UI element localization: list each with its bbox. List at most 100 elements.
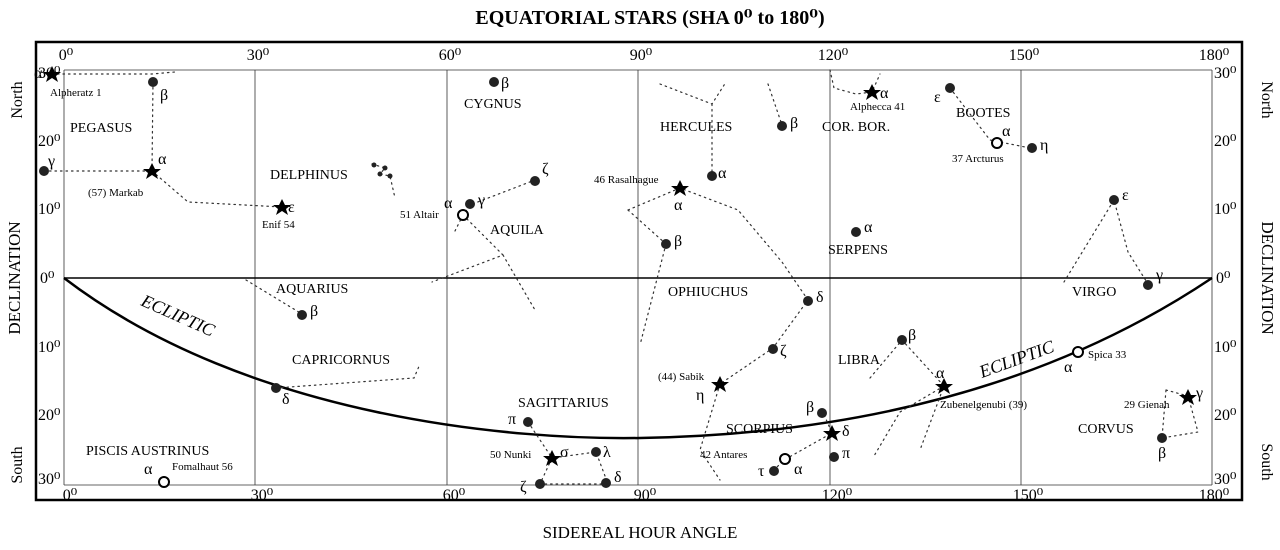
star-arcturus [991, 137, 1003, 149]
x-axis-label: SIDEREAL HOUR ANGLE [543, 523, 738, 542]
star-rasalhague [671, 180, 689, 196]
label-aquila: AQUILA [490, 223, 545, 238]
greek-sagittarius-lambda: λ [603, 444, 611, 461]
aquarius-line [245, 279, 303, 315]
star-scorpius-beta [817, 408, 827, 418]
north-label-right: North [1258, 81, 1275, 118]
star-pegasus-gamma [39, 166, 49, 176]
label-fomalhaut: Fomalhaut 56 [172, 461, 233, 473]
star-delphinus-3 [377, 171, 383, 177]
declination-label-left: DECLINATION [5, 221, 24, 334]
greek-antares: α [794, 461, 803, 478]
greek-nunki: σ [560, 444, 569, 461]
ophiuchus-line-left [627, 209, 667, 245]
star-enif [273, 199, 291, 215]
greek-ophiuchus-zeta: ζ [780, 343, 787, 360]
tick-top-150: 150⁰ [1009, 47, 1039, 64]
tick-bottom-60: 60⁰ [443, 487, 465, 504]
star-scorpius-tau [769, 466, 779, 476]
star-virgo-epsilon [1109, 195, 1119, 205]
star-spica [1072, 346, 1084, 358]
greek-aquarius-beta: β [310, 303, 318, 320]
greek-scorpius-beta: β [806, 399, 814, 416]
greek-scorpius-pi: π [842, 445, 850, 462]
greek-cygnus-beta: β [501, 75, 509, 92]
corvus-line [1161, 389, 1199, 439]
label-cygnus: CYGNUS [464, 97, 522, 112]
tick-top-30: 30⁰ [247, 47, 269, 64]
star-sagittarius-lambda [591, 447, 601, 457]
greek-pegasus-gamma: γ [47, 153, 55, 170]
chart-frame [34, 40, 1244, 502]
south-label-left: South [9, 446, 26, 483]
label-gienah: 29 Gienah [1124, 399, 1170, 411]
aquila-line-top [454, 179, 536, 232]
bottom-sha-ticks: 0⁰ 30⁰ 60⁰ 90⁰ 120⁰ 150⁰ 180⁰ [63, 487, 1229, 504]
star-ophiuchus-beta [661, 239, 671, 249]
tick-right-20s: 20⁰ [1214, 407, 1236, 424]
pegasus-line-enif [151, 170, 283, 208]
label-markab: (57) Markab [88, 187, 144, 199]
tick-bottom-180: 180⁰ [1199, 487, 1229, 504]
libra-line-2 [873, 385, 945, 457]
label-rasalhague: 46 Rasalhague [594, 174, 659, 186]
star-aquila-gamma [465, 199, 475, 209]
tick-right-30s: 30⁰ [1214, 471, 1236, 488]
scorpius-line-2 [773, 409, 833, 471]
left-dec-ticks: 30⁰ 20⁰ 10⁰ 0⁰ 10⁰ 20⁰ 30⁰ [38, 65, 60, 488]
pegasus-line-side [151, 81, 154, 171]
open-stars [158, 137, 1084, 488]
sagittarius-line [527, 421, 609, 485]
libra-line [869, 339, 945, 451]
star-scorpius-delta [823, 425, 841, 441]
label-pegasus: PEGASUS [70, 121, 132, 136]
star-aquila-zeta [530, 176, 540, 186]
greek-markab: α [158, 151, 167, 168]
tick-top-120: 120⁰ [818, 47, 848, 64]
tick-right-20n: 20⁰ [1214, 133, 1236, 150]
star-delphinus-2 [382, 165, 388, 171]
star-hercules-beta [777, 121, 787, 131]
label-serpens: SERPENS [828, 243, 888, 258]
virgo-line [1063, 198, 1149, 285]
star-hercules-alpha [707, 171, 717, 181]
greek-ophiuchus-delta: δ [816, 289, 824, 306]
tick-top-90: 90⁰ [630, 47, 652, 64]
star-ophiuchus-delta [803, 296, 813, 306]
label-altair: 51 Altair [400, 209, 439, 221]
label-zubenelgenubi: Zubenelgenubi (39) [940, 399, 1027, 411]
star-antares [779, 453, 791, 465]
greek-scorpius-tau: τ [758, 463, 765, 480]
greek-scorpius-delta: δ [842, 423, 850, 440]
label-sagittarius: SAGITTARIUS [518, 396, 609, 411]
constellation-labels: PEGASUS CYGNUS HERCULES COR. BOR. BOOTES… [70, 97, 1134, 459]
star-aquarius-beta [297, 310, 307, 320]
greek-labels: α β α γ ε β α γ ζ α β α β α ε α η α ε γ … [34, 65, 1203, 496]
nav-stars [43, 66, 1197, 466]
label-spica: Spica 33 [1088, 349, 1127, 361]
star-alpheratz [43, 66, 61, 82]
star-pegasus-beta [148, 77, 158, 87]
star-virgo-gamma [1143, 280, 1153, 290]
greek-pegasus-beta: β [160, 87, 168, 104]
label-sabik: (44) Sabik [658, 371, 705, 383]
tick-right-10s: 10⁰ [1214, 339, 1236, 356]
star-libra-beta [897, 335, 907, 345]
right-dec-ticks: 30⁰ 20⁰ 10⁰ 0⁰ 10⁰ 20⁰ 30⁰ [1214, 65, 1236, 488]
tick-top-60: 60⁰ [439, 47, 461, 64]
tick-left-20s: 20⁰ [38, 407, 60, 424]
label-antares: 42 Antares [700, 449, 747, 461]
aquila-line-tail [502, 254, 536, 311]
star-corvus-beta [1157, 433, 1167, 443]
label-hercules: HERCULES [660, 120, 732, 135]
tick-left-20n: 20⁰ [38, 133, 60, 150]
tick-bottom-150: 150⁰ [1013, 487, 1043, 504]
label-corvus: CORVUS [1078, 422, 1134, 437]
chart-title: EQUATORIAL STARS (SHA 0⁰ to 180⁰) [475, 7, 824, 29]
label-corbor: COR. BOR. [822, 120, 890, 135]
greek-spica: α [1064, 359, 1073, 376]
star-zubenelgenubi [935, 378, 953, 394]
label-libra: LIBRA [838, 353, 881, 368]
star-sabik [711, 376, 729, 392]
south-label-right: South [1258, 443, 1275, 480]
